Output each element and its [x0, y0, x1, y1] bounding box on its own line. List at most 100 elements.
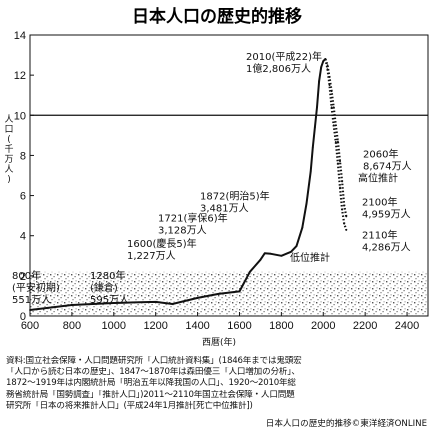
x-tick-label: 800	[63, 320, 81, 332]
data-point	[332, 124, 335, 127]
data-point	[263, 252, 266, 255]
x-tick-label: 1000	[102, 320, 126, 332]
y-tick-label: 4	[20, 231, 26, 243]
annotation-line: 1280年	[90, 269, 125, 282]
data-point	[345, 215, 348, 218]
annotation-line: (鎌倉)	[90, 281, 118, 294]
y-axis-title-char: 千	[4, 144, 13, 155]
data-point	[269, 252, 272, 255]
y-axis-title-char: 口	[4, 125, 13, 135]
data-point	[345, 229, 348, 231]
annotation-line: 4,959万人	[362, 209, 411, 221]
x-tick-label: 1800	[269, 320, 293, 332]
source-note: 資料:国立社会保障・人口問題研究所「人口統計資料集」(1846年までは鬼頭宏 「人…	[6, 356, 430, 412]
annotation-line: 8,674万人	[363, 160, 412, 172]
background-texture	[30, 271, 428, 316]
x-tick-label: 2400	[395, 320, 419, 332]
annotation-label: 1721(享保6)年 3,128万人	[158, 212, 228, 237]
annotation-line: 551万人	[12, 294, 51, 306]
annotation-label: 2010(平成22)年 1億2,806万人	[246, 50, 322, 75]
data-point	[238, 290, 241, 293]
series-line-projection	[324, 58, 348, 231]
data-point	[70, 304, 73, 306]
data-point	[171, 303, 174, 305]
data-point	[328, 84, 331, 87]
source-note-line: 研究所「日本の将来推計人口」(平成24年1月推計[死亡中位推計])	[6, 400, 253, 411]
data-point	[322, 60, 325, 62]
data-point	[91, 303, 94, 305]
annotation-line: 3,128万人	[158, 225, 207, 237]
data-point	[133, 301, 136, 304]
y-tick-label: 2	[20, 271, 26, 283]
data-point	[313, 126, 316, 129]
annotation-label: 2060年 8,674万人	[363, 147, 412, 172]
annotation-label: 高位推計	[358, 172, 398, 185]
y-axis-title-char: 人	[4, 114, 13, 125]
x-tick-label: 2200	[353, 320, 377, 332]
annotation-label: 1600(慶長5)年 1,227万人	[127, 237, 197, 262]
data-point	[324, 58, 327, 60]
data-point	[334, 141, 337, 143]
data-point	[341, 208, 344, 211]
annotation-line: 2100年	[362, 196, 397, 209]
annotation-label: 低位推計	[290, 251, 330, 264]
chart-title: 日本人口の歴史的推移	[132, 6, 302, 27]
credit-line: 日本人口の歴史的推移©東洋経済ONLINE	[265, 419, 427, 429]
data-point	[318, 80, 320, 83]
data-point	[154, 301, 157, 303]
annotation-line: 800年	[12, 269, 41, 282]
source-note-line: 務省統計局「国勢調査」「推計人口」)2011〜2110年国立社会保障・人口問題	[6, 389, 295, 400]
annotation-line: 3,481万人	[200, 203, 249, 215]
y-tick-label: 12	[14, 70, 26, 82]
series-line-projection	[324, 58, 348, 217]
source-note-line: 1872〜1919年は内閣統計局「明治五年以降我国の人口」、1920〜2010年…	[6, 378, 296, 389]
annotation-line: 1872(明治5)年	[200, 190, 270, 203]
y-axis-title: 人口(千万人)	[4, 114, 13, 185]
y-axis-title-char: )	[7, 175, 11, 185]
y-axis-title-char: (	[7, 135, 11, 145]
x-axis-title: 西暦(年)	[202, 336, 236, 348]
annotation-line: 1億2,806万人	[246, 62, 311, 75]
x-tick-label: 1400	[185, 320, 209, 332]
data-point	[339, 186, 341, 189]
x-tick-label: 600	[21, 320, 39, 332]
y-tick-label: 8	[20, 150, 26, 162]
annotation-label: 2110年 4,286万人	[362, 229, 411, 254]
plot-area: 0 2 4 6 8 10 12 14 600 800 1000 1200 1400 1600 1800 200…	[12, 30, 429, 332]
annotation-line: 2010(平成22)年	[246, 50, 322, 63]
y-tick-label: 14	[14, 30, 26, 42]
data-point	[305, 202, 308, 205]
data-point	[326, 64, 329, 67]
annotation-line: 2060年	[363, 147, 398, 160]
data-point	[341, 180, 344, 183]
data-point	[316, 106, 318, 109]
data-point	[290, 250, 292, 253]
annotation-label: 800年(平安初期) 551万人	[12, 269, 60, 306]
data-point	[320, 66, 323, 69]
data-point	[332, 106, 335, 109]
source-note-line: 資料:国立社会保障・人口問題研究所「人口統計資料集」(1846年までは鬼頭宏	[6, 356, 302, 366]
data-point	[301, 226, 304, 229]
data-point	[29, 309, 31, 311]
data-point	[112, 302, 115, 304]
annotation-line: 低位推計	[290, 251, 330, 264]
data-point	[330, 90, 333, 93]
annotation-line: 1,227万人	[127, 250, 176, 262]
data-point	[280, 254, 283, 257]
y-tick-label: 6	[20, 191, 26, 203]
data-point	[196, 297, 199, 299]
x-tick-label: 1200	[143, 320, 167, 332]
annotation-line: 595万人	[90, 294, 129, 306]
y-tick-label: 10	[14, 110, 26, 122]
data-point	[334, 124, 337, 127]
data-point	[309, 170, 312, 173]
data-point	[337, 140, 339, 143]
annotation-line: 1721(享保6)年	[158, 212, 228, 225]
data-point	[311, 146, 314, 149]
annotation-label: 1872(明治5)年 3,481万人	[200, 190, 270, 215]
annotation-line: 1600(慶長5)年	[127, 237, 197, 250]
annotation-label: 1280年(鎌倉) 595万人	[90, 269, 129, 306]
x-tick-label: 1600	[227, 320, 251, 332]
annotation-label: 2100年 4,959万人	[362, 196, 411, 221]
x-tick-label: 2000	[311, 320, 335, 332]
